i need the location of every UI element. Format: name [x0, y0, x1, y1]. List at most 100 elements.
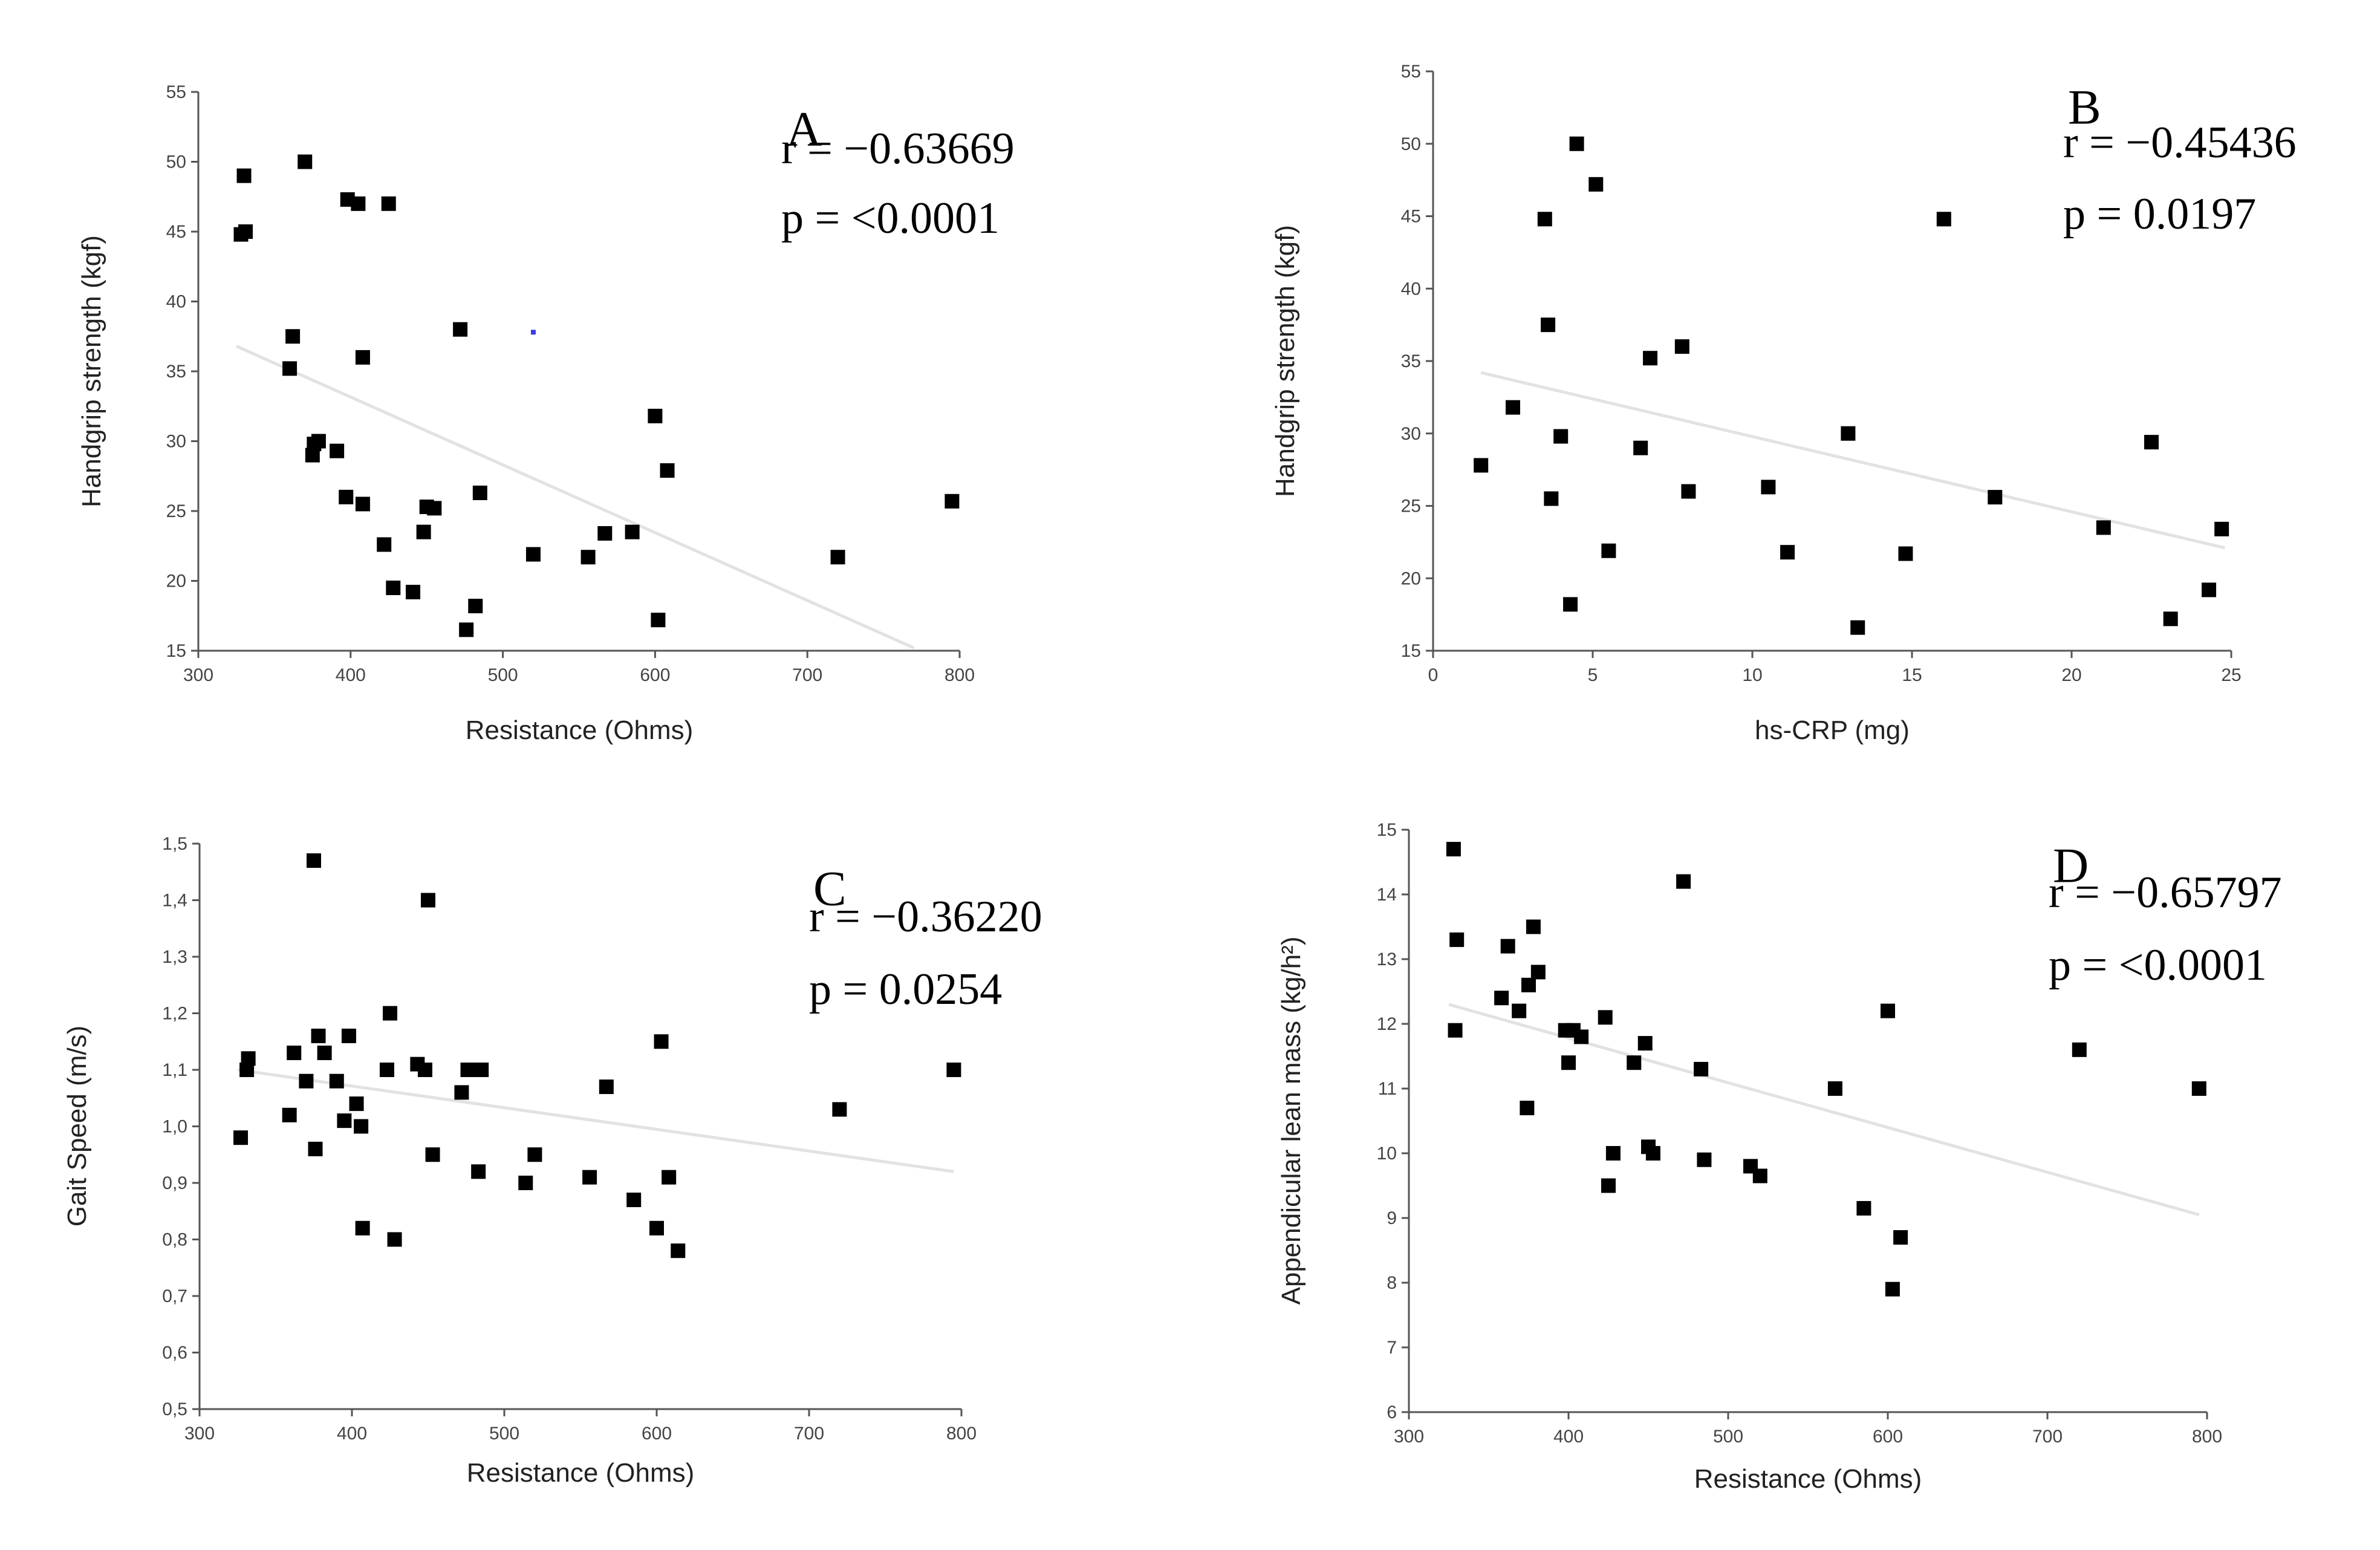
data-point	[337, 1113, 352, 1128]
data-point	[945, 493, 960, 509]
data-point	[671, 1243, 686, 1259]
data-point	[351, 196, 366, 211]
y-tick-label: 40	[1401, 279, 1421, 299]
data-point	[1988, 490, 2003, 505]
p-value: p = <0.0001	[2049, 940, 2267, 990]
data-point	[453, 322, 468, 337]
y-tick-label: 1,0	[162, 1117, 187, 1137]
data-point	[1780, 545, 1795, 560]
y-tick-label: 55	[1401, 62, 1421, 82]
x-tick-label: 500	[489, 1424, 519, 1444]
data-point	[460, 1063, 475, 1077]
data-point	[626, 1193, 642, 1208]
correlation-coefficient: r = −0.65797	[2049, 868, 2282, 917]
y-tick-label: 55	[166, 82, 186, 102]
data-point	[654, 1034, 669, 1049]
data-point	[1544, 491, 1559, 506]
data-point	[832, 1102, 847, 1117]
correlation-coefficient: r = −0.45436	[2063, 118, 2297, 168]
data-point	[472, 485, 487, 500]
x-tick-label: 700	[794, 1424, 824, 1444]
data-point	[2072, 1042, 2087, 1057]
y-tick-label: 45	[166, 222, 186, 242]
x-tick-label: 5	[1588, 665, 1598, 685]
p-value: p = 0.0254	[809, 965, 1002, 1014]
data-point	[349, 1096, 364, 1112]
data-point	[238, 224, 253, 239]
data-point	[308, 1141, 323, 1156]
data-point	[1474, 458, 1489, 473]
data-point	[1601, 543, 1616, 558]
data-point	[459, 622, 474, 637]
x-tick-label: 800	[2192, 1427, 2222, 1447]
data-point	[625, 524, 640, 539]
y-tick-label: 1,3	[162, 947, 187, 967]
data-point	[383, 1006, 397, 1021]
data-point	[311, 1028, 326, 1043]
data-point	[282, 1107, 297, 1122]
data-point	[1449, 932, 1465, 947]
panel-label: C	[813, 861, 847, 916]
data-point	[311, 434, 326, 449]
data-point	[354, 1119, 369, 1134]
x-tick-label: 15	[1902, 665, 1922, 685]
correlation-coefficient: r = −0.63669	[781, 124, 1015, 174]
data-point	[305, 448, 320, 463]
x-tick-label: 20	[2061, 665, 2081, 685]
chart-panel-b: 0 5 10 15 20 25 15 20 25 30 35 40 45 50 55 hs-CRP (mg) H…	[1270, 62, 2297, 745]
y-tick-label: 20	[166, 571, 186, 591]
x-tick-label: 600	[1873, 1427, 1903, 1447]
x-tick-label: 700	[2032, 1427, 2063, 1447]
x-tick-label: 300	[1394, 1427, 1424, 1447]
data-point	[1856, 1200, 1871, 1216]
y-tick-label: 0,6	[162, 1343, 187, 1363]
data-point	[1936, 212, 1951, 227]
x-tick-label: 300	[183, 665, 213, 685]
data-point	[582, 1170, 597, 1185]
data-point	[1526, 919, 1541, 934]
x-axis-title: hs-CRP (mg)	[1755, 715, 1910, 745]
data-point	[330, 443, 345, 458]
data-point	[1627, 1055, 1642, 1070]
data-point	[1553, 429, 1569, 444]
panel-label: B	[2068, 79, 2101, 134]
data-point	[454, 1085, 469, 1100]
data-point	[474, 1063, 489, 1077]
chart-panel-d: 300 400 500 600 700 800 6 7 8 9 10 11 12 13 14 15 Resist…	[1276, 820, 2282, 1494]
x-tick-label: 600	[642, 1424, 672, 1444]
data-point	[1752, 1168, 1767, 1184]
chart-panel-a: 300 400 500 600 700 800 15 20 25 30 35 40 45 50 55 Resi…	[77, 82, 1015, 745]
correlation-coefficient: r = −0.36220	[809, 892, 1042, 942]
data-point	[381, 196, 396, 211]
y-tick-label: 11	[1378, 1079, 1397, 1099]
y-tick-label: 20	[1401, 568, 1421, 588]
regression-line	[235, 345, 915, 650]
x-tick-label: 10	[1742, 665, 1762, 685]
x-tick-label: 400	[1553, 1427, 1584, 1447]
data-point	[1697, 1152, 1712, 1167]
data-point	[1841, 426, 1856, 441]
data-point	[236, 168, 252, 183]
x-tick-label: 300	[184, 1424, 215, 1444]
y-axis-title: Appendicular lean mass (kg/h²)	[1276, 937, 1306, 1305]
y-tick-label: 1,5	[162, 834, 187, 854]
data-point	[241, 1051, 256, 1066]
data-point	[1694, 1061, 1709, 1076]
data-point	[1645, 1146, 1660, 1161]
y-tick-label: 15	[166, 641, 186, 661]
data-point	[1537, 212, 1552, 227]
x-tick-label: 400	[336, 665, 366, 685]
y-tick-label: 0,9	[162, 1173, 187, 1193]
p-value: p = 0.0197	[2063, 189, 2256, 239]
x-tick-label: 700	[792, 665, 822, 685]
data-point	[298, 154, 313, 169]
y-tick-label: 50	[1401, 134, 1421, 154]
data-point	[2202, 582, 2217, 598]
data-point	[425, 1147, 440, 1162]
y-tick-label: 15	[1401, 641, 1421, 661]
data-point	[468, 599, 483, 614]
panel-label: D	[2053, 838, 2089, 893]
y-tick-label: 0,8	[162, 1230, 187, 1250]
x-tick-label: 800	[946, 1424, 977, 1444]
